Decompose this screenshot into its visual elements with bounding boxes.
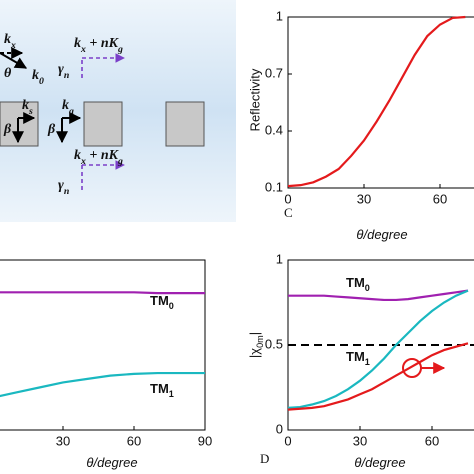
line-label: TM1 <box>346 349 370 367</box>
diagram-label: γn <box>58 178 69 197</box>
y-tick-label: 0.5 <box>265 336 283 351</box>
diagram-label-part: k <box>4 32 11 47</box>
line-label-part: 0 <box>365 283 370 293</box>
diagram-label-part: k <box>62 98 69 113</box>
line-label: TM1 <box>150 381 174 399</box>
diagram-label: β <box>47 122 56 137</box>
panel-label: D <box>260 451 269 466</box>
x-tick-label: 0 <box>284 433 291 448</box>
x-tick-label: 60 <box>127 433 141 448</box>
line-label-part: 1 <box>169 389 174 399</box>
y-axis-label-part: |χ <box>247 348 262 358</box>
y-tick-label: 0.4 <box>265 122 283 137</box>
diagram-label-part: + nK <box>86 36 120 51</box>
line-label-part: TM <box>150 293 169 308</box>
grating-bar <box>83 101 123 147</box>
y-axis-label-part: 0m <box>255 335 265 348</box>
line-label: TM0 <box>150 293 174 311</box>
y-tick-label: 1 <box>276 8 283 23</box>
diagram-label-part: β <box>47 122 56 137</box>
diagram-label: ks <box>22 98 33 117</box>
diagram-label: kx + nKg <box>74 36 123 55</box>
line-label-part: TM <box>346 349 365 364</box>
arrows <box>0 47 82 144</box>
y-axis-label-part: | <box>247 332 262 335</box>
diagram-label-part: θ <box>4 66 12 81</box>
line-label-part: 1 <box>365 357 370 367</box>
grating-bar <box>165 101 205 147</box>
diagram-label-part: x <box>10 40 16 51</box>
line <box>287 342 469 411</box>
line-label: TM0 <box>346 275 370 293</box>
diagram-label-part: + nK <box>86 148 120 163</box>
diagram-label-part: k <box>22 98 29 113</box>
diagram-label-part: k <box>74 148 81 163</box>
diagram-label: γn <box>58 62 69 81</box>
x-axis-label: θ/degree <box>86 455 137 470</box>
line <box>0 291 205 295</box>
diagram-label: ka <box>62 98 74 117</box>
x-tick-label: 60 <box>433 191 447 206</box>
line-label-part: TM <box>150 381 169 396</box>
line-label-part: 0 <box>169 301 174 311</box>
y-tick-label: 1 <box>276 251 283 266</box>
y-axis-label: |χ0m| <box>247 332 265 358</box>
line <box>287 15 466 188</box>
plot-frame <box>0 259 206 431</box>
y-tick-label: 0.7 <box>265 65 283 80</box>
diagram-label-part: g <box>117 156 123 167</box>
diagram-label-part: n <box>64 70 69 81</box>
line <box>288 289 469 302</box>
diagram-label-part: s <box>28 106 33 117</box>
diagram-label-part: γ <box>58 62 64 77</box>
diagram-label-part: k <box>32 68 39 83</box>
line <box>0 371 205 398</box>
line-label-part: TM <box>346 275 365 290</box>
diagram-label-part: n <box>64 186 69 197</box>
diagram-label-part: β <box>3 122 12 137</box>
diagram-label: θ <box>4 66 12 81</box>
diagram-label: kx <box>4 32 16 51</box>
plot-frame <box>287 16 474 189</box>
x-tick-label: 60 <box>425 433 439 448</box>
diagram-label-part: g <box>117 44 123 55</box>
x-tick-label: 30 <box>353 433 367 448</box>
line <box>287 289 469 409</box>
diagram-label: kx + nKg <box>74 148 123 167</box>
x-axis-label-part: θ/degree <box>356 227 407 242</box>
x-tick-label: 30 <box>56 433 70 448</box>
x-tick-label: 90 <box>198 433 212 448</box>
y-tick-label: 0.1 <box>265 179 283 194</box>
diagram-label: β <box>3 122 12 137</box>
x-tick-label: 30 <box>357 191 371 206</box>
diagram-label-part: 0 <box>39 76 44 87</box>
diagram-label-part: k <box>74 36 81 51</box>
x-axis-label-part: θ/degree <box>354 455 405 470</box>
y-tick-label: 0 <box>276 421 283 436</box>
diagram-label: k0 <box>32 68 44 87</box>
diagram-label-part: x <box>80 44 86 55</box>
x-axis-label-part: θ/degree <box>86 455 137 470</box>
diagram-label-part: a <box>69 106 74 117</box>
x-tick-label: 0 <box>284 191 291 206</box>
diagram-label-part: γ <box>58 178 64 193</box>
diagram-label-part: x <box>80 156 86 167</box>
y-axis-label: Reflectivity <box>247 68 262 131</box>
diffraction-arrows <box>81 53 125 190</box>
panel-label: C <box>284 205 293 220</box>
x-axis-label: θ/degree <box>356 227 407 242</box>
x-axis-label: θ/degree <box>354 455 405 470</box>
